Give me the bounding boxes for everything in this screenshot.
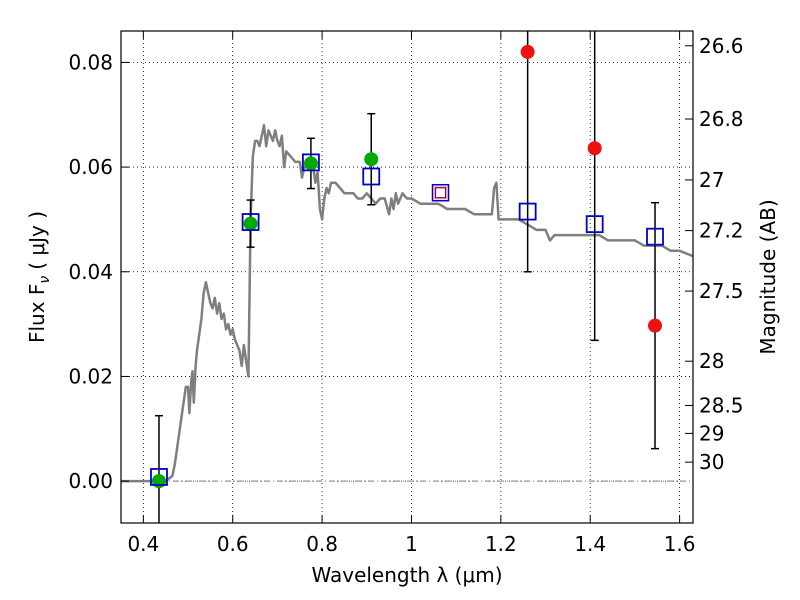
model-flux-box	[302, 153, 320, 172]
y-tick-label: 0.02	[68, 364, 113, 388]
observed-point-green	[364, 152, 379, 167]
magnitude-tick-label: 27	[699, 168, 724, 192]
x-tick-label: 1.2	[485, 532, 517, 556]
model-flux-box	[585, 215, 604, 234]
x-tick-label: 1.4	[574, 532, 606, 556]
y-tick-label: 0.00	[68, 469, 113, 493]
magnitude-tick-label: 28.5	[699, 393, 744, 417]
x-tick-label: 1.6	[664, 532, 696, 556]
observed-point-green	[151, 474, 166, 489]
model-flux-box	[241, 213, 260, 231]
observed-point-green	[243, 216, 258, 231]
magnitude-tick-label: 29	[699, 421, 724, 445]
y-axis-label-unit: ( μJy )	[25, 211, 49, 270]
axes: 0.4 0.6 0.8 1 1.2 1.4 1.6 0.00 0.02 0.04 0.06 0.08 2…	[68, 31, 744, 556]
observed-point-red	[520, 44, 535, 59]
special-model-box-inner	[433, 185, 448, 200]
magnitude-tick-label: 27.5	[699, 279, 744, 303]
sed-model-curve	[121, 123, 694, 483]
y-axis-label: Flux Fν ( μJy )	[25, 211, 53, 343]
special-model-box-core	[434, 187, 447, 199]
model-flux-box	[518, 202, 537, 221]
y-tick-label: 0.04	[68, 260, 113, 284]
special-model-box	[431, 183, 450, 202]
model-flux-box	[362, 167, 381, 186]
observed-point-red	[587, 141, 602, 156]
y-tick-label: 0.06	[68, 155, 113, 179]
y2-axis-label: Magnitude (AB)	[756, 199, 780, 354]
magnitude-tick-label: 27.2	[699, 219, 744, 243]
magnitude-tick-label: 30	[699, 450, 724, 474]
y-tick-label: 0.08	[68, 50, 113, 74]
plot-frame	[120, 30, 694, 524]
svg-text:Flux Fν( μJy ): Flux Fν ( μJy )	[25, 211, 53, 343]
observed-point-red	[648, 318, 663, 333]
plot-area	[121, 31, 694, 523]
grid-lines	[121, 31, 693, 523]
magnitude-tick-label: 28	[699, 349, 724, 373]
x-tick-label: 0.4	[127, 532, 159, 556]
x-tick-label: 0.8	[306, 532, 338, 556]
y-axis-label-subscript: ν	[37, 276, 53, 284]
observed-point-green	[303, 156, 318, 171]
model-flux-box	[646, 227, 664, 246]
x-tick-label: 0.6	[217, 532, 249, 556]
magnitude-tick-label: 26.8	[699, 107, 744, 131]
x-tick-label: 1	[405, 532, 418, 556]
x-axis-label: Wavelength λ (μm)	[311, 563, 502, 587]
magnitude-tick-label: 26.6	[699, 34, 744, 58]
y-axis-label-main: Flux F	[25, 284, 49, 343]
model-flux-box	[150, 468, 168, 486]
